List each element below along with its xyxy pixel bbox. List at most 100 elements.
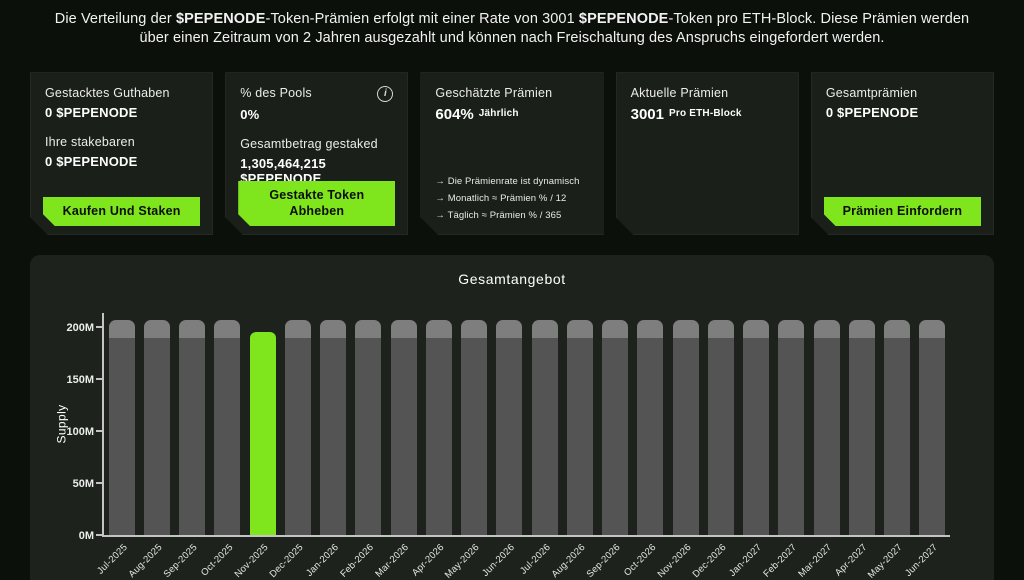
chart-bar-nov-2026[interactable] xyxy=(672,319,699,536)
x-tick-label: Apr-2027 xyxy=(833,542,870,579)
bar-cap-segment xyxy=(320,319,347,338)
bar-body-segment xyxy=(707,337,734,536)
buy-and-stake-button[interactable]: Kaufen Und Staken xyxy=(43,197,200,227)
x-tick-label: Dec-2025 xyxy=(267,542,306,580)
chart-bar-jul-2025[interactable] xyxy=(108,319,135,536)
current-rewards-suffix: Pro ETH-Block xyxy=(668,108,742,120)
y-tick-label: 0M xyxy=(78,530,94,543)
bar-slot: May-2026 xyxy=(443,313,492,580)
stats-cards-row: Gestacktes Guthaben 0 $PEPENODE Ihre sta… xyxy=(30,72,994,235)
bar-slot: Jul-2025 xyxy=(95,313,139,577)
y-tick-mark xyxy=(96,378,102,381)
bar-cap-segment xyxy=(355,319,382,338)
bar-slot: Nov-2025 xyxy=(232,313,280,580)
desc-text-1: Die Verteilung der xyxy=(54,11,176,27)
bar-slot: Apr-2026 xyxy=(410,313,456,579)
chart-bar-mar-2026[interactable] xyxy=(390,319,417,536)
bar-slot: May-2027 xyxy=(866,313,915,580)
y-tick-label: 50M xyxy=(72,478,94,491)
x-tick-label: Dec-2026 xyxy=(690,542,729,580)
chart-bar-sep-2025[interactable] xyxy=(179,319,206,536)
y-tick-label: 200M xyxy=(66,322,94,335)
bar-slot: Oct-2025 xyxy=(199,313,245,579)
chart-bar-mar-2027[interactable] xyxy=(813,319,840,536)
chart-bar-dec-2025[interactable] xyxy=(284,319,311,536)
bar-slot: Jun-2026 xyxy=(480,313,527,579)
bar-slot: Sep-2026 xyxy=(585,313,633,580)
chart-bar-apr-2026[interactable] xyxy=(425,319,452,536)
bar-body-segment xyxy=(531,337,558,536)
chart-bar-may-2026[interactable] xyxy=(461,319,488,536)
desc-text-2: -Token-Prämien erfolgt mit einer Rate vo… xyxy=(265,11,579,27)
bar-cap-segment xyxy=(919,319,946,338)
y-tick-mark xyxy=(96,534,102,537)
bar-body-segment xyxy=(637,337,664,536)
bar-body-segment xyxy=(284,337,311,536)
x-tick-label: Jan-2027 xyxy=(726,542,764,580)
total-rewards-value: 0 $PEPENODE xyxy=(825,105,919,121)
chart-bar-feb-2026[interactable] xyxy=(355,319,382,536)
chart-plot: Supply 0M 50M 100M 150M 200M Jul-2025 Aug-202… xyxy=(55,313,950,580)
bar-body-segment xyxy=(496,337,523,536)
chart-bar-aug-2026[interactable] xyxy=(566,319,593,536)
staked-balance-value: 0 $PEPENODE xyxy=(45,105,138,121)
x-tick-label: Apr-2026 xyxy=(410,542,447,579)
chart-bar-may-2027[interactable] xyxy=(884,319,911,536)
page-heading-clipped: Verdienen Sie Prämien mit $PEPENODE Stak… xyxy=(0,0,1024,1)
chart-bar-aug-2025[interactable] xyxy=(143,319,170,536)
bar-slot: Jan-2027 xyxy=(727,313,774,579)
pool-share-value: 0% xyxy=(240,107,260,123)
desc-token-bold-1: $PEPENODE xyxy=(175,11,266,27)
bar-cap-segment xyxy=(637,319,664,338)
chart-bar-oct-2025[interactable] xyxy=(214,319,241,536)
chart-bar-jun-2026[interactable] xyxy=(496,319,523,536)
stakeable-value: 0 $PEPENODE xyxy=(45,154,138,170)
estimated-rewards-label: Geschätzte Prämien xyxy=(435,86,553,101)
bar-slot: Aug-2025 xyxy=(127,313,174,580)
y-tick-mark xyxy=(96,430,102,433)
x-tick-label: Oct-2025 xyxy=(198,542,236,579)
bar-body-segment xyxy=(108,337,135,536)
bar-cap-segment xyxy=(531,319,558,338)
x-tick-label: May-2027 xyxy=(866,542,905,580)
bar-body-segment xyxy=(425,337,452,536)
chart-bar-sep-2026[interactable] xyxy=(602,319,629,536)
bar-body-segment xyxy=(672,337,699,536)
pool-share-label: % des Pools xyxy=(240,86,312,101)
rewards-description: Die Verteilung der $PEPENODE-Token-Prämi… xyxy=(42,0,982,48)
chart-bar-dec-2026[interactable] xyxy=(707,319,734,536)
chart-bar-nov-2025[interactable] xyxy=(249,332,276,536)
total-staked-label: Gesamtbetrag gestaked xyxy=(240,137,378,152)
chart-title: Gesamtangebot xyxy=(458,271,566,288)
chart-bar-jul-2026[interactable] xyxy=(531,319,558,536)
chart-bar-jan-2026[interactable] xyxy=(320,319,347,536)
x-tick-label: Nov-2026 xyxy=(655,542,694,580)
chart-bar-apr-2027[interactable] xyxy=(848,319,875,536)
bar-cap-segment xyxy=(743,319,770,338)
x-tick-label: Feb-2027 xyxy=(761,542,800,580)
x-tick-label: Sep-2025 xyxy=(161,542,200,580)
chart-bar-jun-2027[interactable] xyxy=(919,319,946,536)
bar-body-segment xyxy=(214,337,241,536)
bar-body-segment xyxy=(179,337,206,536)
bar-cap-segment xyxy=(602,319,629,338)
chart-bar-feb-2027[interactable] xyxy=(778,319,805,536)
bar-cap-segment xyxy=(813,319,840,338)
info-icon[interactable]: i xyxy=(377,86,393,102)
chart-bar-jan-2027[interactable] xyxy=(743,319,770,536)
bar-slot: Oct-2026 xyxy=(622,313,668,579)
x-tick-label: Mar-2027 xyxy=(796,542,835,580)
bar-cap-segment xyxy=(848,319,875,338)
claim-rewards-button[interactable]: Prämien Einfordern xyxy=(824,197,981,227)
stakeable-label: Ihre stakebaren xyxy=(45,135,135,150)
bar-cap-segment xyxy=(884,319,911,338)
x-tick-label: Nov-2025 xyxy=(232,542,271,580)
staked-balance-label: Gestacktes Guthaben xyxy=(45,86,170,101)
x-tick-label: Mar-2026 xyxy=(373,542,412,580)
withdraw-staked-tokens-button[interactable]: Gestakte Token Abheben xyxy=(238,181,395,226)
bar-cap-segment xyxy=(214,319,241,338)
bar-body-segment xyxy=(320,337,347,536)
bar-cap-segment xyxy=(778,319,805,338)
bar-body-segment xyxy=(355,337,382,536)
chart-bar-oct-2026[interactable] xyxy=(637,319,664,536)
